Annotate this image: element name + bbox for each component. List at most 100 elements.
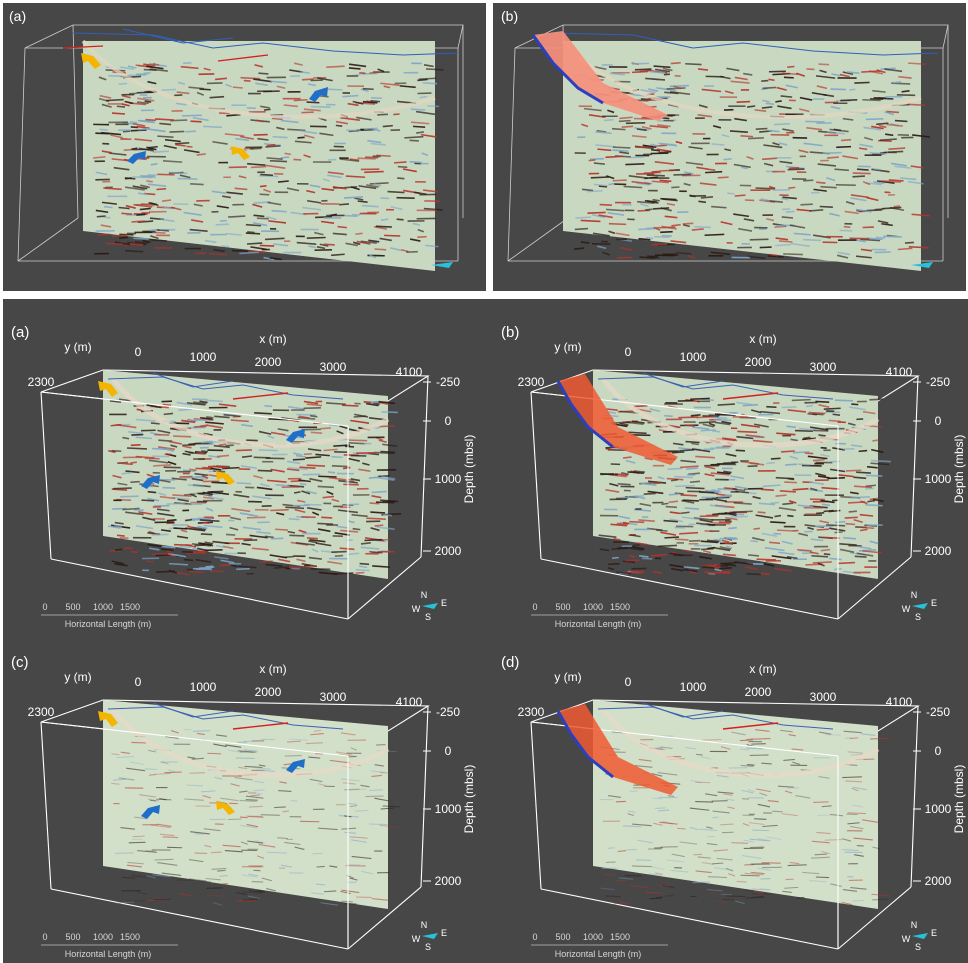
reflector: [752, 829, 770, 832]
reflector: [113, 778, 127, 781]
reflector: [360, 546, 380, 550]
reflector: [612, 146, 631, 149]
reflector: [625, 421, 644, 425]
reflector: [347, 520, 355, 524]
reflector: [706, 843, 718, 846]
reflector: [743, 72, 753, 76]
y-axis-value: 2300: [518, 375, 545, 389]
reflector: [819, 520, 830, 524]
reflector: [843, 730, 862, 734]
reflector: [173, 527, 188, 530]
reflector: [145, 127, 166, 133]
reflector: [356, 240, 371, 245]
reflector: [287, 484, 305, 488]
reflector: [318, 475, 337, 478]
reflector: [230, 419, 249, 423]
reflector: [382, 124, 393, 128]
reflector: [646, 236, 654, 240]
reflector: [156, 823, 172, 827]
reflector: [157, 429, 171, 434]
reflector: [676, 251, 692, 255]
reflector: [349, 788, 367, 791]
reflector: [287, 405, 305, 410]
reflector: [666, 87, 686, 90]
fault-surface: [533, 31, 668, 121]
reflector: [203, 125, 222, 129]
reflector: [179, 545, 192, 548]
reflector: [376, 526, 395, 530]
reflector: [244, 765, 263, 769]
reflector: [724, 148, 732, 152]
reflector: [202, 491, 214, 496]
reflector: [293, 491, 301, 494]
reflector: [840, 99, 858, 102]
reflector: [701, 398, 714, 402]
reflector: [782, 502, 794, 506]
reflector: [830, 88, 846, 91]
reflector: [126, 864, 142, 868]
reflector: [310, 733, 324, 736]
reflector: [636, 128, 647, 132]
reflector: [770, 457, 781, 460]
reflector: [203, 67, 211, 71]
reflector: [361, 870, 373, 875]
reflector: [705, 489, 720, 494]
reflector: [680, 459, 696, 463]
reflector: [760, 410, 781, 415]
reflector: [803, 436, 811, 440]
reflector: [240, 824, 258, 829]
reflector: [638, 758, 652, 762]
reflector: [754, 729, 770, 732]
reflector: [625, 121, 646, 125]
reflector: [654, 872, 663, 875]
reflector: [757, 803, 771, 808]
reflector: [668, 493, 679, 496]
reflector: [722, 461, 737, 464]
reflector: [295, 454, 307, 458]
reflector: [331, 455, 343, 459]
reflector: [643, 492, 656, 495]
reflector: [189, 570, 204, 574]
reflector: [875, 236, 886, 239]
reflector: [105, 242, 123, 245]
reflector: [170, 730, 179, 734]
reflector: [335, 120, 349, 125]
reflector: [221, 244, 230, 248]
reflector: [283, 104, 299, 108]
reflector: [410, 108, 426, 111]
reflector: [587, 211, 606, 214]
reflector: [347, 552, 360, 556]
reflector: [157, 492, 167, 497]
reflector: [162, 205, 173, 210]
reflector: [784, 790, 793, 794]
reflector: [360, 542, 371, 545]
panel-tag: (b): [501, 324, 519, 341]
reflector: [344, 196, 363, 199]
reflector: [204, 549, 223, 552]
reflector: [612, 149, 629, 153]
reflector: [736, 435, 754, 440]
reflector: [246, 242, 263, 245]
reflector: [713, 563, 721, 568]
reflector: [116, 534, 125, 537]
reflector: [652, 198, 660, 202]
reflector: [661, 502, 669, 506]
reflector: [227, 818, 242, 821]
reflector: [189, 772, 205, 774]
reflector: [746, 747, 764, 750]
depth-tick-label: 1000: [435, 802, 462, 816]
reflector: [298, 479, 311, 483]
reflector: [95, 209, 109, 214]
reflector: [713, 498, 728, 503]
reflector: [644, 199, 658, 203]
reflector: [283, 763, 293, 766]
reflector: [720, 221, 733, 226]
reflector: [707, 168, 716, 172]
reflector: [788, 500, 797, 504]
reflector: [834, 168, 849, 172]
reflector: [213, 444, 230, 449]
reflector: [179, 174, 191, 179]
reflector: [310, 431, 323, 434]
reflector: [280, 864, 293, 868]
